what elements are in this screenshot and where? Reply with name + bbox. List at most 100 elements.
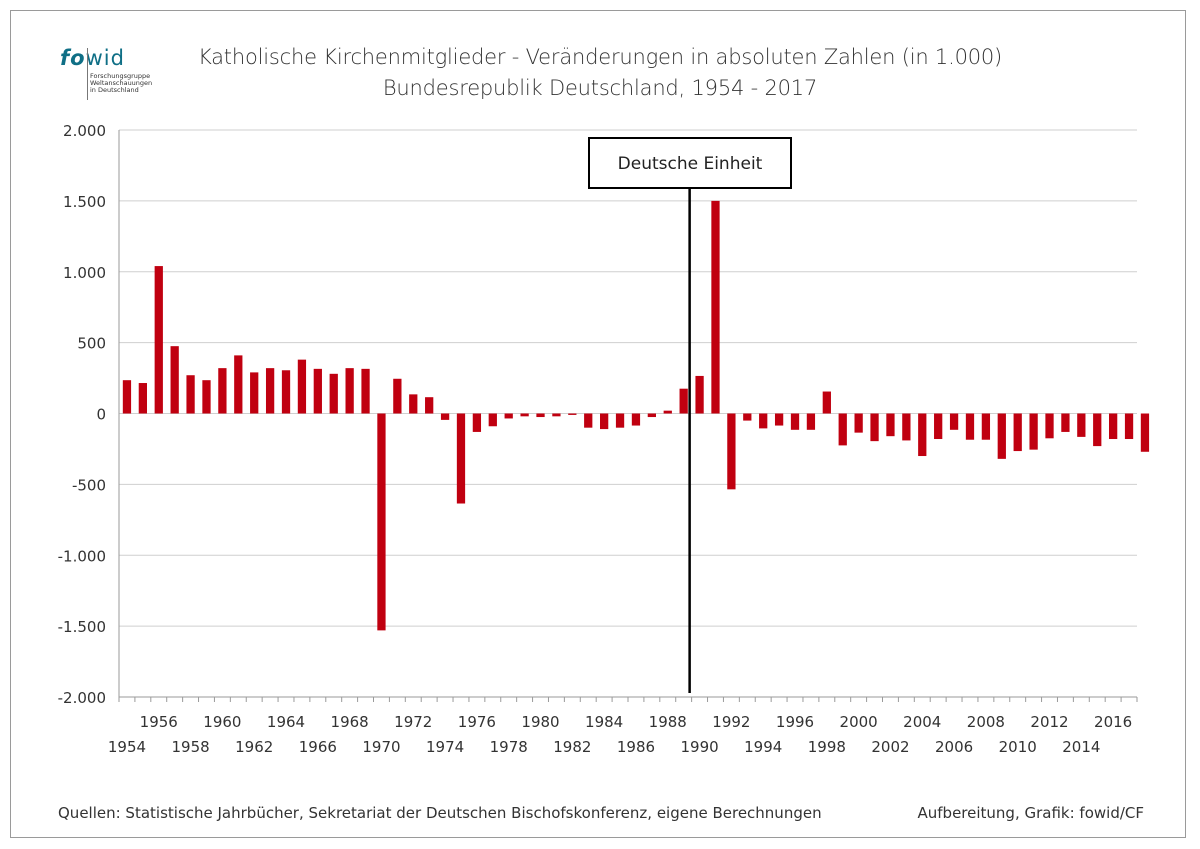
x-tick-label: 1966: [299, 738, 337, 756]
x-tick-label: 2002: [871, 738, 909, 756]
y-tick-label: 0: [96, 406, 106, 424]
bar-1999: [838, 413, 847, 446]
bar-2007: [965, 413, 975, 440]
bar-1997: [806, 413, 816, 430]
x-tick-label: 1970: [362, 738, 400, 756]
bar-1976: [472, 413, 482, 432]
bar-1981: [552, 413, 561, 417]
bar-1965: [297, 359, 307, 414]
y-tick-label: 1.500: [63, 193, 106, 211]
bar-1985: [615, 413, 625, 428]
logo-subtitle: Forschungsgruppe Weltanschauungen in Deu…: [90, 73, 152, 94]
bar-1984: [600, 413, 609, 430]
bar-2009: [997, 413, 1006, 459]
bar-1964: [281, 370, 291, 414]
bar-undefined: [1140, 413, 1150, 452]
y-tick-label: -2.000: [58, 689, 106, 707]
bar-1954: [122, 380, 132, 414]
bar-1996: [790, 413, 800, 430]
bar-1971: [393, 378, 402, 414]
bar-2002: [886, 413, 895, 437]
x-tick-label: 1996: [776, 713, 814, 731]
chart-title-line1: Katholische Kirchenmitglieder - Veränder…: [197, 45, 1003, 69]
bar-1991: [711, 200, 720, 414]
bar-2016: [1109, 413, 1118, 440]
bar-1987: [647, 413, 656, 418]
x-tick-label: 1976: [458, 713, 496, 731]
bar-1955: [138, 383, 147, 414]
x-tick-label: 1974: [426, 738, 464, 756]
bar-1988: [663, 410, 672, 414]
annotation-deutsche-einheit: Deutsche Einheit: [588, 137, 792, 693]
annotation-label: Deutsche Einheit: [618, 154, 763, 174]
x-tick-label: 1962: [235, 738, 273, 756]
x-tick-label: 1998: [808, 738, 846, 756]
logo-subtitle-line3: in Deutschland: [90, 86, 139, 94]
x-tick-label: 1988: [649, 713, 687, 731]
bar-2005: [934, 413, 943, 440]
bar-2010: [1013, 413, 1022, 452]
y-tick-label: -1.000: [58, 547, 106, 565]
footer-source: Quellen: Statistische Jahrbücher, Sekret…: [58, 804, 822, 822]
x-tick-label: 2010: [999, 738, 1037, 756]
y-tick-label: 2.000: [63, 122, 106, 140]
axes: [118, 130, 1138, 702]
x-tick-label: 1982: [553, 738, 591, 756]
bar-1986: [631, 413, 641, 426]
bar-1978: [504, 413, 513, 419]
bar-2001: [870, 413, 879, 442]
bar-1992: [727, 413, 736, 490]
bar-1975: [456, 413, 466, 504]
x-tick-label: 2016: [1094, 713, 1132, 731]
chart-title-line2: Bundesrepublik Deutschland, 1954 - 2017: [382, 76, 818, 100]
bar-1995: [774, 413, 784, 426]
bar-1998: [822, 391, 831, 414]
bar-1972: [409, 394, 418, 414]
x-tick-label: 1964: [267, 713, 305, 731]
y-axis-tick-labels: 2.000 1.500 1.000 500 0 -500 -1.000 -1.500 -2.00…: [58, 122, 106, 707]
bar-1977: [488, 413, 497, 427]
bar-2015: [1093, 413, 1102, 447]
bar-2008: [981, 413, 991, 440]
bar-2013: [1061, 413, 1070, 432]
bar-2017: [1124, 413, 1134, 440]
bar-1963: [265, 368, 275, 414]
bar-2004: [918, 413, 927, 457]
bar-1959: [202, 380, 211, 414]
logo-subtitle-line2: Weltanschauungen: [90, 79, 153, 87]
bar-2011: [1029, 413, 1038, 450]
bar-1994: [759, 413, 768, 429]
bar-1966: [313, 368, 322, 414]
bar-2006: [949, 413, 959, 430]
x-tick-label: 1994: [744, 738, 782, 756]
logo-wid: wid: [85, 46, 125, 70]
bar-1993: [743, 413, 752, 421]
bar-1962: [250, 372, 259, 414]
logo-fo: fo: [60, 46, 86, 70]
bar-1960: [218, 368, 227, 414]
bar-1970: [377, 413, 386, 631]
bar-1957: [170, 346, 179, 414]
bar-1990: [695, 375, 704, 414]
x-tick-label: 1960: [203, 713, 241, 731]
footer-credit: Aufbereitung, Grafik: fowid/CF: [917, 804, 1145, 822]
bar-1967: [329, 373, 338, 414]
bar-1974: [440, 413, 450, 420]
bar-1979: [520, 413, 529, 417]
x-tick-label: 1990: [680, 738, 718, 756]
bar-1961: [234, 355, 243, 414]
x-tick-label: 1958: [171, 738, 209, 756]
bar-1973: [425, 397, 434, 414]
x-tick-label: 1984: [585, 713, 623, 731]
x-tick-label: 1978: [490, 738, 528, 756]
x-tick-label: 1968: [331, 713, 369, 731]
chart-frame: [10, 10, 1186, 838]
bar-1969: [361, 368, 370, 414]
bar-1989: [679, 388, 688, 414]
bar-1958: [186, 375, 195, 414]
bar-1956: [154, 266, 163, 414]
x-tick-label: 2012: [1030, 713, 1068, 731]
y-tick-label: 1.000: [63, 264, 106, 282]
x-axis-tick-labels: 1956 1960 1964 1968 1972 1976 1980 1984 1988 1992…: [108, 713, 1132, 756]
